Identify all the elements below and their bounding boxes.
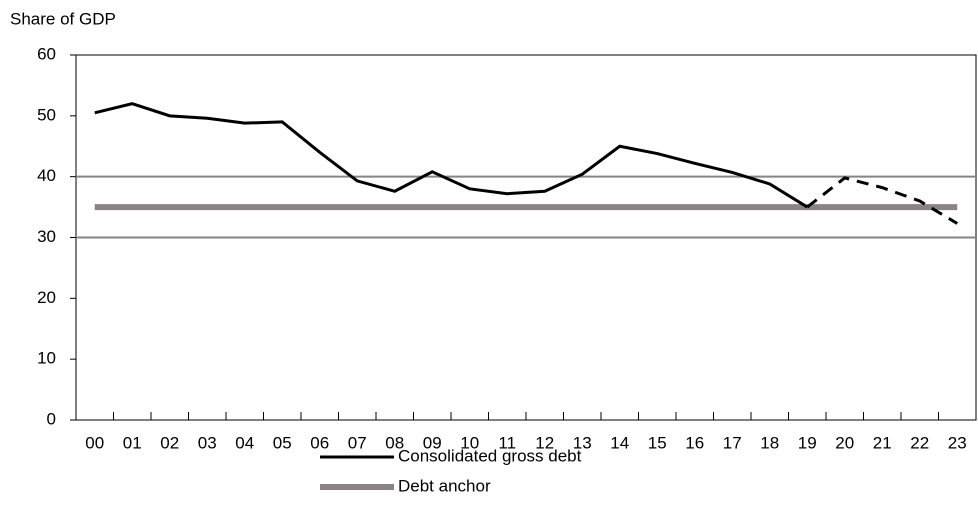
x-tick-label: 04 — [235, 433, 254, 452]
y-tick-label: 20 — [37, 288, 56, 307]
x-tick-label: 05 — [273, 433, 292, 452]
x-tick-label: 16 — [685, 433, 704, 452]
y-tick-label: 30 — [37, 227, 56, 246]
x-tick-label: 06 — [310, 433, 329, 452]
x-tick-label: 03 — [198, 433, 217, 452]
y-tick-label: 0 — [47, 409, 56, 428]
x-tick-label: 11 — [498, 433, 516, 452]
x-tick-label: 09 — [423, 433, 442, 452]
x-tick-label: 23 — [948, 433, 967, 452]
x-tick-label: 07 — [348, 433, 367, 452]
y-axis-label: Share of GDP — [10, 9, 116, 28]
x-tick-label: 08 — [385, 433, 404, 452]
x-tick-label: 10 — [460, 433, 479, 452]
y-tick-label: 10 — [37, 349, 56, 368]
legend-label: Debt anchor — [398, 476, 491, 495]
x-tick-label: 15 — [648, 433, 667, 452]
line — [94, 102, 809, 209]
x-tick-label: 18 — [760, 433, 779, 452]
x-tick-label: 19 — [798, 433, 817, 452]
x-tick-label: 13 — [573, 433, 592, 452]
line-forecast — [806, 176, 959, 225]
x-tick-label: 20 — [835, 433, 854, 452]
x-tick-label: 02 — [160, 433, 179, 452]
y-tick-label: 50 — [37, 105, 56, 124]
x-tick-label: 12 — [535, 433, 554, 452]
y-tick-label: 40 — [37, 166, 56, 185]
x-tick-label: 01 — [123, 433, 142, 452]
x-tick-label: 17 — [723, 433, 742, 452]
x-tick-label: 00 — [85, 433, 104, 452]
legend-label: Consolidated gross debt — [398, 446, 582, 465]
y-tick-label: 60 — [37, 44, 56, 63]
x-tick-label: 14 — [610, 433, 629, 452]
x-tick-label: 22 — [910, 433, 929, 452]
x-tick-label: 21 — [873, 433, 892, 452]
